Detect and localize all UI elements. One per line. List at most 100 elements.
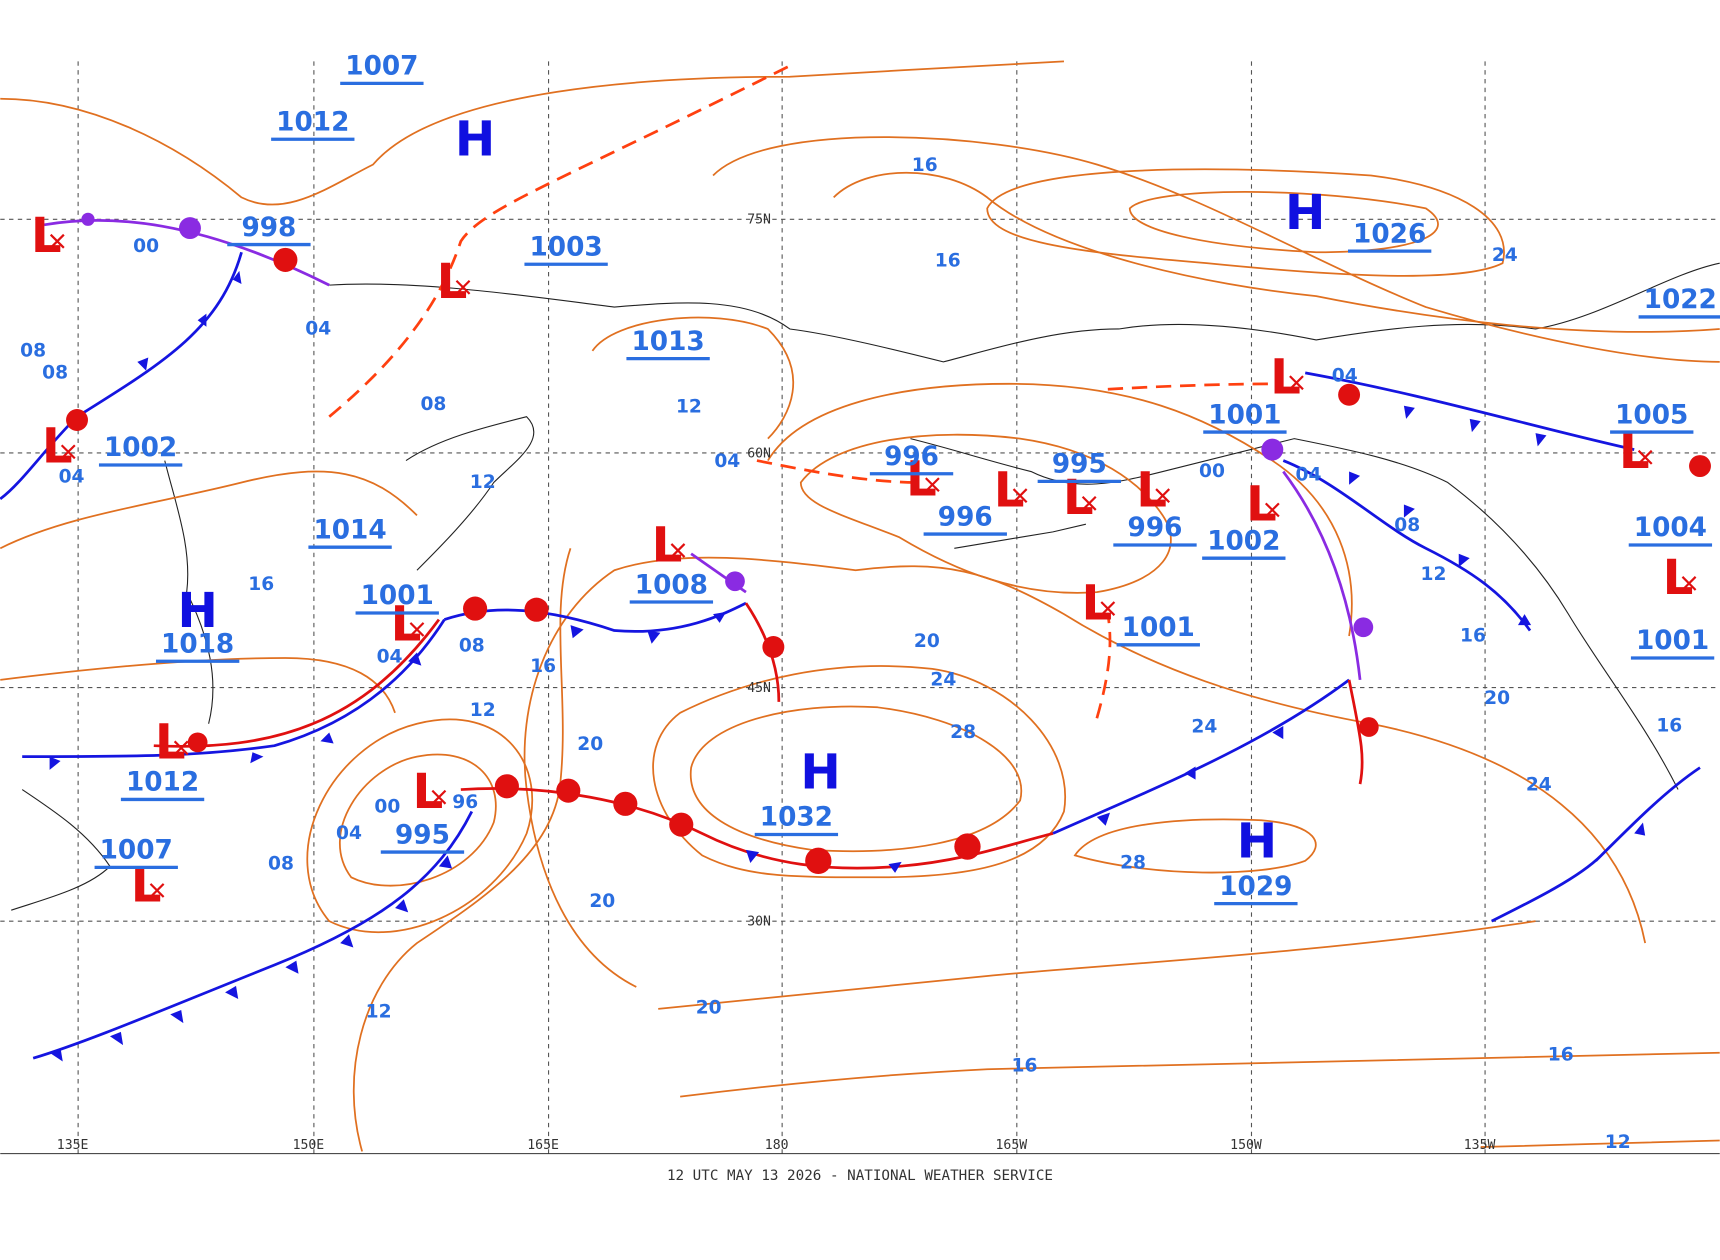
low-symbol: L xyxy=(1081,575,1112,631)
latitude-label: 30N xyxy=(747,915,771,930)
low-center-mark xyxy=(431,789,447,805)
footer: 12 UTC MAY 13 2026 - NATIONAL WEATHER SE… xyxy=(667,1168,1053,1184)
low-symbol: L xyxy=(1136,462,1167,518)
center-pressure: 1003 xyxy=(530,233,603,263)
low-center-mark xyxy=(409,622,425,637)
center-pressure: 995 xyxy=(1052,450,1107,480)
front-markers xyxy=(81,212,1374,638)
isobar-label: 04 xyxy=(714,451,740,472)
isobar-label: 24 xyxy=(1191,717,1217,738)
isobar-label: 16 xyxy=(248,574,274,595)
isobar xyxy=(352,548,572,1152)
center-pressure: 1029 xyxy=(1219,872,1292,902)
low-center-mark xyxy=(173,740,189,756)
front-markers xyxy=(49,270,1646,1062)
center-pressure: 1001 xyxy=(1122,613,1195,643)
longitude-label: 180 xyxy=(765,1138,789,1153)
isobar xyxy=(689,705,1023,852)
center-pressure: 1005 xyxy=(1615,400,1688,430)
isobar-label: 08 xyxy=(20,340,46,361)
center-pressure: 1004 xyxy=(1634,513,1707,543)
isobar-label: 04 xyxy=(59,467,85,488)
low-center-mark xyxy=(1637,449,1653,465)
isobar xyxy=(339,753,497,887)
isobar-label: 08 xyxy=(1394,515,1420,536)
high-symbol: H xyxy=(1285,185,1325,241)
low-symbol: L xyxy=(1063,470,1094,526)
center-pressure: 1013 xyxy=(631,327,704,357)
low-center-mark xyxy=(925,477,940,493)
low-symbol: L xyxy=(994,462,1025,518)
longitude-label: 135E xyxy=(57,1138,89,1153)
graticule xyxy=(0,61,1720,1155)
low-center-mark xyxy=(1264,502,1280,518)
center-pressure: 1007 xyxy=(100,836,173,866)
low-symbol: L xyxy=(652,517,683,573)
center-pressure: 1022 xyxy=(1644,285,1717,315)
aleutians xyxy=(954,523,1087,549)
center-pressure: 996 xyxy=(1128,513,1183,543)
low-center-mark xyxy=(1681,576,1697,591)
low-symbol: L xyxy=(1246,477,1277,533)
warm-front xyxy=(1347,679,1364,785)
front-markers xyxy=(66,247,1711,874)
isobar-label: 12 xyxy=(470,700,496,721)
low-center-mark xyxy=(1155,488,1171,504)
isobar-label: 08 xyxy=(420,394,446,415)
low-symbol: L xyxy=(413,764,444,820)
high-symbol: H xyxy=(455,112,495,168)
low-symbol: L xyxy=(1270,350,1301,406)
labels: 135E 150E 165E 180 165W 150W 135W 75N 60N 45N 30N H… xyxy=(20,52,1720,1153)
low-center-mark xyxy=(455,279,471,295)
isobar xyxy=(0,470,418,550)
low-symbol: L xyxy=(437,254,468,310)
center-pressure: 1012 xyxy=(126,768,199,798)
center-pressure: 1014 xyxy=(313,515,386,545)
isobar-label: 28 xyxy=(950,722,976,743)
center-pressure: 1002 xyxy=(1207,526,1280,556)
isobar xyxy=(833,171,1720,333)
center-pressure: 1012 xyxy=(276,107,349,137)
isobar-label: 96 xyxy=(452,792,478,813)
low-center-mark xyxy=(1289,375,1304,391)
isobar-label: 04 xyxy=(1296,464,1322,485)
isobar xyxy=(306,718,534,934)
cold-front xyxy=(1304,371,1635,451)
center-pressure: 1026 xyxy=(1353,219,1426,249)
isobar-label: 00 xyxy=(133,236,159,257)
isobar xyxy=(1128,191,1439,254)
low-symbol: L xyxy=(42,419,73,475)
isobar-label: 16 xyxy=(935,250,961,271)
cold-front xyxy=(22,618,446,759)
longitude-label: 165W xyxy=(996,1138,1028,1153)
isobar-label: 16 xyxy=(530,656,556,677)
fronts xyxy=(0,64,1711,1062)
isobar-label: 08 xyxy=(459,635,485,656)
isobar xyxy=(652,665,1067,879)
longitude-label: 150E xyxy=(293,1138,325,1153)
isobar xyxy=(712,136,1720,363)
center-pressure: 1032 xyxy=(760,803,833,833)
low-symbol: L xyxy=(906,452,937,508)
isobar xyxy=(1073,818,1317,874)
high-symbol: H xyxy=(177,583,217,639)
center-pressure: 1007 xyxy=(345,52,418,82)
isobars xyxy=(0,60,1720,1152)
isobar-label: 12 xyxy=(1421,564,1447,585)
high-symbol: H xyxy=(1237,813,1277,869)
center-pressure: 998 xyxy=(241,213,296,243)
isobar xyxy=(0,60,1065,206)
isobar-label: 16 xyxy=(912,155,938,176)
isobar-label: 08 xyxy=(268,854,294,875)
longitude-label: 165E xyxy=(527,1138,559,1153)
isobar-label: 24 xyxy=(1492,245,1518,266)
center-pressure: 1018 xyxy=(161,629,234,659)
isobar-label: 24 xyxy=(1526,775,1552,796)
isobar xyxy=(523,556,1647,988)
isobar xyxy=(591,316,795,440)
low-symbol: L xyxy=(155,715,186,771)
occluded-front xyxy=(1282,470,1362,681)
isobar xyxy=(767,382,1353,637)
